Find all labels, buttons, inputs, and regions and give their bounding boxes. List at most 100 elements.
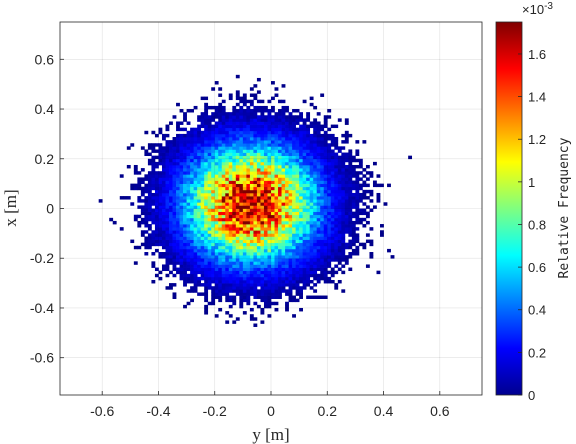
heatmap-cell — [169, 180, 173, 184]
heatmap-cell — [200, 115, 205, 119]
heatmap-cell — [242, 174, 247, 178]
heatmap-cell — [260, 189, 265, 194]
y-tick-label: 0.6 — [35, 51, 55, 67]
heatmap-cell — [207, 140, 212, 144]
heatmap-cell — [239, 161, 244, 166]
heatmap-cell — [383, 202, 388, 206]
heatmap-cell — [249, 124, 254, 129]
heatmap-cell — [260, 164, 265, 169]
heatmap-cell — [330, 255, 335, 259]
heatmap-cell — [295, 236, 300, 240]
heatmap-cell — [211, 239, 216, 244]
heatmap-cell — [176, 236, 180, 240]
heatmap-cell — [337, 233, 342, 237]
heatmap-cell — [246, 152, 251, 157]
heatmap-cell — [232, 174, 237, 178]
heatmap-cell — [365, 214, 370, 219]
heatmap-cell — [158, 255, 163, 259]
heatmap-cell — [246, 239, 251, 244]
heatmap-cell — [256, 164, 261, 169]
heatmap-cell — [320, 208, 325, 212]
heatmap-cell — [204, 186, 209, 191]
heatmap-cell — [151, 168, 156, 172]
heatmap-cell — [176, 171, 180, 175]
heatmap-cell — [207, 127, 212, 132]
heatmap-cell — [344, 230, 349, 234]
heatmap-cell — [183, 245, 187, 250]
heatmap-cell — [253, 211, 258, 216]
heatmap-cell — [239, 286, 244, 290]
heatmap-cell — [309, 208, 314, 212]
heatmap-cell — [172, 149, 177, 153]
heatmap-cell — [288, 270, 293, 275]
heatmap-cell — [260, 214, 265, 219]
heatmap-cell — [235, 202, 240, 206]
heatmap-cell — [186, 205, 191, 209]
heatmap-cell — [299, 127, 303, 132]
heatmap-cell — [278, 196, 282, 200]
heatmap-cell — [260, 227, 265, 231]
heatmap-cell — [221, 158, 226, 163]
heatmap-cell — [341, 180, 346, 184]
heatmap-cell — [172, 174, 177, 178]
heatmap-cell — [249, 146, 254, 150]
heatmap-cell — [179, 273, 184, 278]
heatmap-cell — [274, 214, 279, 219]
heatmap-cell — [119, 227, 124, 231]
heatmap-cell — [271, 140, 275, 144]
heatmap-cell — [274, 149, 279, 153]
heatmap-cell — [204, 264, 209, 268]
heatmap-cell — [249, 248, 254, 253]
heatmap-cell — [186, 214, 191, 219]
heatmap-cell — [348, 155, 353, 160]
heatmap-cell — [190, 239, 194, 244]
heatmap-cell — [249, 99, 254, 104]
heatmap-cell — [172, 186, 177, 191]
heatmap-cell — [186, 130, 191, 135]
heatmap-cell — [154, 171, 159, 175]
heatmap-cell — [295, 220, 300, 225]
heatmap-cell — [256, 174, 261, 178]
heatmap-cell — [323, 177, 328, 181]
heatmap-cell — [281, 283, 286, 287]
heatmap-cell — [193, 143, 198, 147]
heatmap-cell — [295, 202, 300, 206]
heatmap-cell — [285, 245, 289, 250]
heatmap-cell — [387, 183, 391, 188]
heatmap-cell — [316, 161, 321, 166]
heatmap-cell — [161, 227, 166, 231]
heatmap-cell — [165, 233, 170, 237]
heatmap-cell — [330, 214, 335, 219]
heatmap-cell — [140, 233, 145, 237]
heatmap-cell — [299, 199, 303, 203]
heatmap-cell — [147, 208, 152, 212]
heatmap-cell — [228, 267, 233, 272]
heatmap-cell — [306, 264, 311, 268]
heatmap-cell — [320, 239, 325, 244]
heatmap-cell — [292, 192, 296, 197]
heatmap-cell — [158, 196, 163, 200]
heatmap-cell — [249, 245, 254, 250]
heatmap-cell — [281, 286, 286, 290]
heatmap-cell — [274, 168, 279, 172]
heatmap-cell — [334, 158, 339, 163]
heatmap-cell — [246, 227, 251, 231]
heatmap-cell — [292, 283, 296, 287]
heatmap-cell — [267, 202, 272, 206]
heatmap-cell — [320, 258, 325, 262]
heatmap-cell — [218, 87, 223, 91]
heatmap-cell — [323, 164, 328, 169]
heatmap-cell — [344, 140, 349, 144]
heatmap-cell — [263, 224, 268, 228]
heatmap-cell — [323, 224, 328, 228]
heatmap-cell — [186, 252, 191, 256]
heatmap-cell — [344, 155, 349, 160]
heatmap-cell — [278, 242, 282, 247]
heatmap-cell — [267, 124, 272, 129]
heatmap-cell — [161, 152, 166, 157]
heatmap-cell — [179, 140, 184, 144]
heatmap-cell — [302, 196, 307, 200]
heatmap-cell — [292, 255, 296, 259]
heatmap-cell — [228, 208, 233, 212]
heatmap-cell — [193, 230, 198, 234]
